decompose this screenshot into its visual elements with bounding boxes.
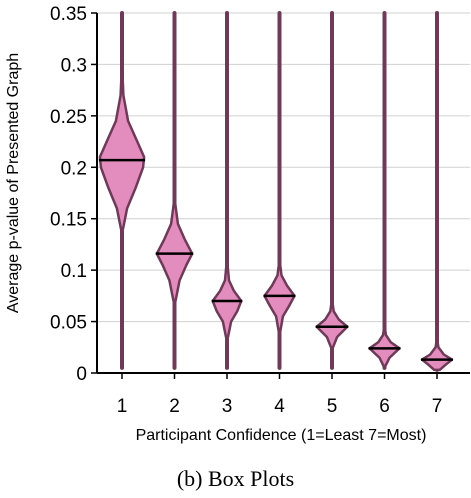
x-tick-label: 4 [274, 396, 285, 417]
y-ticks: 0 0.05 0.1 0.15 0.2 0.25 0.3 0.35 [50, 4, 97, 385]
y-tick-label: 0.05 [50, 313, 87, 334]
y-tick-label: 0.35 [50, 4, 87, 25]
y-tick-label: 0.2 [61, 158, 87, 179]
violin-5 [315, 11, 349, 370]
violin-2 [155, 11, 194, 370]
violin-body [420, 338, 454, 372]
x-ticks: 1 2 3 4 5 6 7 [117, 373, 443, 417]
violins [98, 11, 454, 372]
violin-body [368, 325, 401, 368]
violin-body [155, 202, 194, 303]
violin-1 [98, 11, 146, 370]
x-tick-label: 1 [117, 396, 128, 417]
y-tick-label: 0.25 [50, 107, 87, 128]
violin-body [98, 73, 146, 231]
x-tick-label: 7 [432, 396, 443, 417]
violin-6 [368, 11, 401, 370]
x-tick-label: 5 [327, 396, 338, 417]
violin-body [315, 299, 349, 349]
violin-3 [211, 11, 243, 370]
figure-caption: (b) Box Plots [176, 466, 295, 491]
violin-chart: 0 0.05 0.1 0.15 0.2 0.25 0.3 0.35 1 2 3 4 5 6 7 Avera… [5, 4, 470, 444]
y-axis-label: Average p-value of Presented Graph [5, 53, 22, 313]
gridlines [97, 12, 470, 323]
x-tick-label: 6 [379, 396, 390, 417]
y-tick-label: 0.1 [61, 261, 87, 282]
axes [96, 13, 470, 374]
x-tick-label: 3 [222, 396, 233, 417]
x-tick-label: 2 [169, 396, 180, 417]
violin-4 [263, 11, 296, 370]
violin-body [211, 260, 243, 339]
y-tick-label: 0 [76, 364, 87, 385]
y-tick-label: 0.3 [61, 55, 87, 76]
y-tick-label: 0.15 [50, 210, 87, 231]
violin-7 [420, 11, 454, 372]
x-axis-label: Participant Confidence (1=Least 7=Most) [136, 427, 427, 444]
